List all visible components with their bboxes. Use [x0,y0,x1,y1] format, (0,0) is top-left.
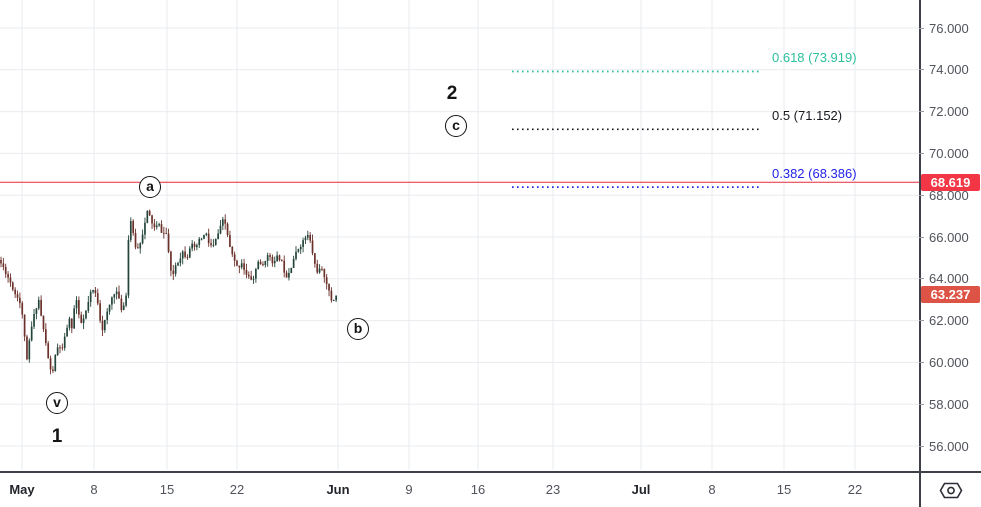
time-tick-label-month: Jun [326,482,350,497]
price-tick-mark [919,236,924,238]
fib-level-label[interactable]: 0.382 (68.386) [772,166,857,182]
time-axis-border [0,471,981,473]
time-tick-label: 16 [470,482,486,497]
price-tick-label: 66.000 [929,229,969,245]
time-tick-label-month: Jul [631,482,651,497]
price-tick-mark [919,445,924,447]
candlestick-canvas[interactable] [0,0,919,471]
price-tick-label: 72.000 [929,104,969,120]
axis-corner [921,474,981,507]
price-tick-label: 74.000 [929,62,969,78]
price-tick-label: 68.000 [929,187,969,203]
price-tick-label: 76.000 [929,20,969,36]
scale-settings-icon[interactable] [939,482,963,499]
time-tick-label: 15 [159,482,175,497]
price-tick-mark [919,361,924,363]
price-tick-mark [919,69,924,71]
fib-level-label[interactable]: 0.618 (73.919) [772,50,857,66]
price-axis-border [919,0,921,507]
time-tick-label: 9 [405,482,413,497]
price-tick-mark [919,152,924,154]
time-tick-label: 8 [90,482,98,497]
price-tick-mark [919,27,924,29]
elliott-wave-label-c[interactable]: c [445,115,467,137]
price-tick-label: 58.000 [929,396,969,412]
price-tick-label: 70.000 [929,145,969,161]
price-tick-mark [919,403,924,405]
time-axis[interactable]: May 8 15 22 Jun 9 16 23 Jul 8 15 22 [0,474,919,507]
time-tick-label: 22 [847,482,863,497]
time-tick-label: 8 [708,482,716,497]
price-tick-mark [919,278,924,280]
elliott-wave-label-1[interactable]: 1 [51,426,63,447]
fib-level-label[interactable]: 0.5 (71.152) [772,108,843,124]
price-axis[interactable]: 76.000 74.000 72.000 70.000 68.000 66.000 64.0… [919,0,981,471]
time-tick-label-month: May [9,482,35,497]
time-tick-label: 23 [545,482,561,497]
elliott-wave-label-v[interactable]: v [46,392,68,414]
price-tick-mark [919,320,924,322]
price-tick-label: 62.000 [929,313,969,329]
chart-pane[interactable]: 0.618 (73.919) 0.5 (71.152) 0.382 (68.386)… [0,0,919,471]
elliott-wave-label-2[interactable]: 2 [446,83,458,104]
alert-line-price-label[interactable]: 68.619 [921,173,980,191]
last-price-label: 63.237 [921,286,980,304]
time-tick-label: 22 [229,482,245,497]
price-tick-label: 60.000 [929,354,969,370]
elliott-wave-label-a[interactable]: a [139,176,161,198]
time-tick-label: 15 [776,482,792,497]
elliott-wave-label-b[interactable]: b [347,318,369,340]
price-tick-label: 56.000 [929,438,969,454]
price-tick-mark [919,111,924,113]
price-tick-label: 64.000 [929,271,969,287]
price-tick-mark [919,194,924,196]
